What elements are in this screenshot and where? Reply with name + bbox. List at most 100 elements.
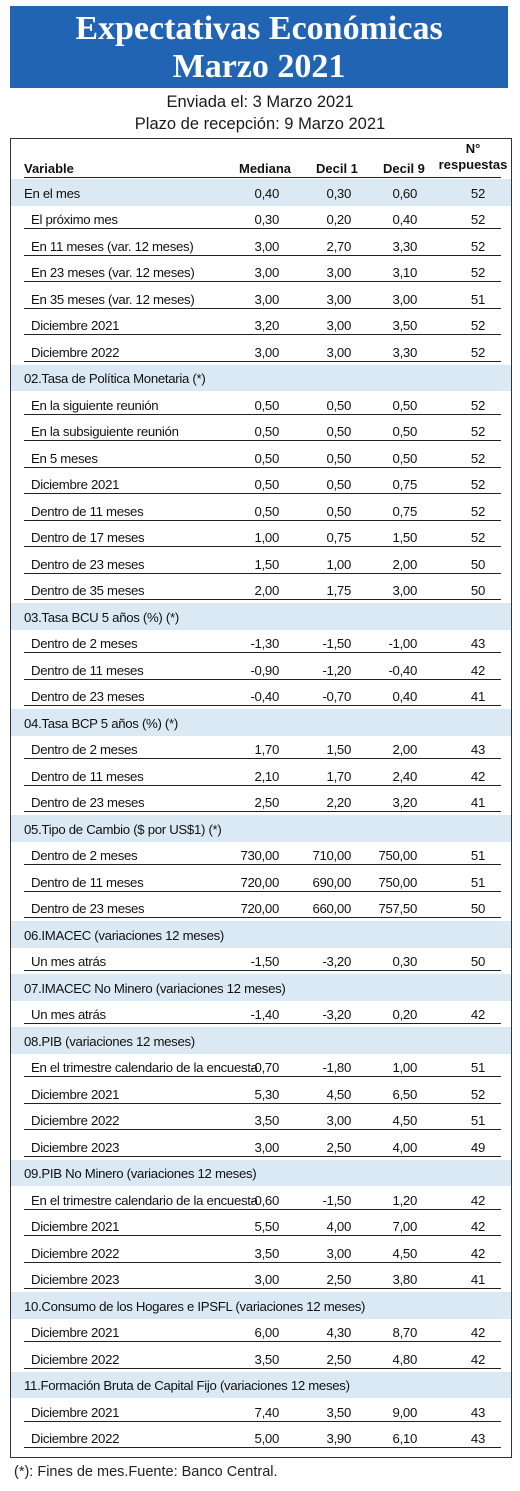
decil-1-cell: -1,80: [322, 1060, 351, 1075]
row-divider: [24, 1208, 501, 1210]
header-divider: [24, 177, 501, 178]
decil-9-cell: 9,00: [392, 1404, 418, 1420]
header-responses-bottom: respuestas: [438, 157, 508, 172]
table-row: Dentro de 11 meses 0,50 0,50 0,75 52: [11, 497, 511, 524]
median-cell: 3,00: [254, 265, 280, 280]
row-label: Diciembre 2022: [31, 1245, 120, 1261]
responses-cell: 51: [470, 1113, 485, 1128]
median-cell: 730,00: [240, 848, 279, 863]
row-divider: [24, 678, 501, 680]
median-cell: 1,70: [254, 742, 280, 757]
row-divider: [24, 1447, 501, 1448]
row-divider: [24, 546, 501, 547]
row-label: Dentro de 11 meses: [31, 768, 144, 784]
row-label: Dentro de 23 meses: [31, 795, 145, 810]
responses-cell: 52: [470, 265, 485, 280]
section-row: 03.Tasa BCU 5 años (%) (*): [11, 603, 511, 630]
row-divider: [24, 1288, 501, 1289]
row-divider: [24, 493, 501, 494]
row-divider: [24, 254, 501, 256]
table-row: En el trimestre calendario de la encuest…: [11, 1054, 511, 1081]
section-row: 08.PIB (variaciones 12 meses): [11, 1027, 511, 1054]
median-cell: 3,50: [254, 1113, 280, 1128]
table-row: Un mes atrás -1,40 -3,20 0,20 42: [11, 1001, 511, 1028]
table-row: Diciembre 2021 7,40 3,50 9,00 43: [11, 1398, 511, 1425]
decil-1-cell: 1,75: [326, 583, 352, 598]
row-label: En 23 meses (var. 12 meses): [31, 265, 195, 280]
row-divider: [24, 890, 501, 892]
table-row: Diciembre 2021 0,50 0,50 0,75 52: [11, 471, 511, 498]
median-cell: 0,40: [254, 185, 280, 201]
responses-cell: 43: [470, 636, 485, 651]
decil-9-cell: 2,40: [392, 768, 418, 784]
decil-1-cell: 4,00: [326, 1219, 352, 1234]
table-row: Diciembre 2022 3,50 2,50 4,80 42: [11, 1345, 511, 1372]
row-divider: [24, 970, 501, 971]
decil-9-cell: 1,20: [392, 1192, 418, 1208]
section-label: 02.Tasa de Política Monetaria (*): [24, 371, 206, 386]
decil-9-cell: 3,30: [392, 344, 418, 360]
median-cell: 3,00: [254, 1272, 280, 1287]
row-label: Diciembre 2023: [31, 1272, 120, 1287]
decil-9-cell: 3,50: [392, 318, 418, 333]
responses-cell: 43: [470, 1431, 485, 1446]
responses-cell: 52: [470, 185, 485, 201]
row-label: En 11 meses (var. 12 meses): [31, 238, 194, 254]
median-cell: 5,30: [254, 1086, 280, 1102]
decil-1-cell: -1,20: [322, 662, 351, 678]
responses-cell: 52: [470, 530, 485, 545]
decil-9-cell: 0,40: [392, 689, 418, 704]
row-divider: [24, 758, 501, 759]
table-row: Dentro de 11 meses 720,00 690,00 750,00 51: [11, 868, 511, 895]
decil-1-cell: 0,50: [326, 503, 352, 519]
row-divider: [24, 228, 501, 229]
table-row: Dentro de 35 meses 2,00 1,75 3,00 50: [11, 577, 511, 604]
decil-9-cell: 4,00: [392, 1139, 418, 1155]
header-variable: Variable: [24, 161, 74, 176]
expectations-table: Variable Mediana Decil 1 Decil 9 N° resp…: [10, 138, 512, 1458]
decil-9-cell: 3,30: [392, 238, 418, 254]
section-row: 04.Tasa BCP 5 años (%) (*): [11, 709, 511, 736]
row-divider: [24, 1420, 501, 1422]
decil-1-cell: 2,20: [326, 795, 352, 810]
row-divider: [24, 1023, 501, 1024]
decil-1-cell: 0,50: [326, 450, 352, 466]
decil-9-cell: 3,20: [392, 795, 418, 810]
table-row: Dentro de 23 meses 720,00 660,00 757,50 50: [11, 895, 511, 922]
decil-9-cell: 757,50: [378, 901, 417, 916]
table-row: Diciembre 2021 5,30 4,50 6,50 52: [11, 1080, 511, 1107]
decil-1-cell: 0,50: [326, 397, 352, 413]
responses-cell: 50: [470, 954, 485, 969]
median-cell: 0,50: [254, 397, 280, 413]
median-cell: 2,50: [254, 795, 280, 810]
decil-1-cell: 3,00: [326, 318, 352, 333]
responses-cell: 41: [470, 1272, 485, 1287]
median-cell: 2,00: [254, 583, 280, 598]
responses-cell: 50: [470, 556, 485, 572]
median-cell: 7,40: [254, 1404, 280, 1420]
median-cell: -1,50: [250, 954, 279, 969]
table-body: En el mes 0,40 0,30 0,60 52 El próximo mes 0,3…: [11, 179, 511, 1451]
median-cell: 0,50: [254, 477, 280, 492]
row-divider: [24, 572, 501, 574]
row-label: En la siguiente reunión: [31, 397, 159, 413]
decil-9-cell: 1,00: [392, 1060, 418, 1075]
row-label: Dentro de 2 meses: [31, 742, 138, 757]
responses-cell: 51: [470, 291, 485, 307]
row-label: Dentro de 17 meses: [31, 530, 145, 545]
decil-9-cell: 1,50: [392, 530, 418, 545]
table-row: En 23 meses (var. 12 meses) 3,00 3,00 3,10 5…: [11, 259, 511, 286]
median-cell: 5,50: [254, 1219, 280, 1234]
title-banner: Expectativas Económicas Marzo 2021: [10, 6, 508, 88]
section-label: 04.Tasa BCP 5 años (%) (*): [24, 715, 178, 731]
responses-cell: 42: [470, 662, 485, 678]
decil-1-cell: 3,90: [326, 1431, 352, 1446]
responses-cell: 52: [470, 238, 485, 254]
table-header: Variable Mediana Decil 1 Decil 9 N° resp…: [11, 139, 511, 179]
responses-cell: 51: [470, 874, 485, 890]
row-divider: [24, 917, 501, 918]
median-cell: -0,60: [250, 1192, 279, 1208]
row-label: Dentro de 11 meses: [31, 874, 144, 890]
row-label: Diciembre 2021: [31, 318, 120, 333]
decil-9-cell: -0,40: [388, 662, 417, 678]
